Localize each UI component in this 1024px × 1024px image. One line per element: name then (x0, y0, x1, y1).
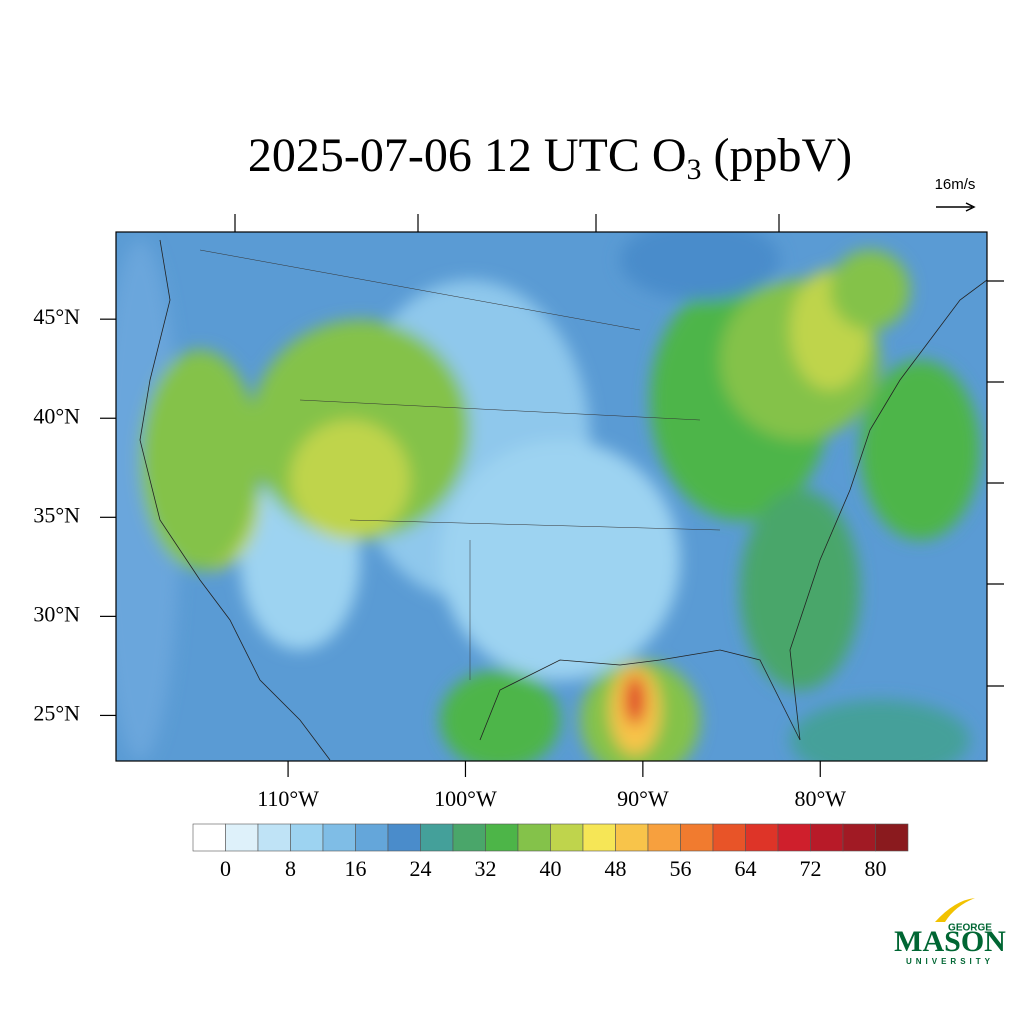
colorbar-box (680, 823, 714, 852)
colorbar-box (420, 823, 454, 852)
y-tick-label: 30°N (33, 601, 80, 626)
colorbar-box (615, 823, 649, 852)
colorbar-label: 40 (540, 856, 562, 881)
colorbar-label: 72 (800, 856, 822, 881)
x-tick-label: 110°W (257, 786, 319, 811)
colorbar-label: 80 (865, 856, 887, 881)
projection-ticks (234, 214, 1004, 687)
chart-title: 2025-07-06 12 UTC O3 (ppbV) (248, 129, 852, 186)
colorbar-label: 48 (605, 856, 627, 881)
y-tick-label: 45°N (33, 304, 80, 329)
colorbar-label: 0 (220, 856, 231, 881)
colorbar-box (517, 823, 551, 852)
colorbar-box (582, 823, 616, 852)
colorbar-box (875, 823, 909, 852)
y-tick-label: 40°N (33, 403, 80, 428)
colorbar-box (777, 823, 811, 852)
colorbar-box (355, 823, 389, 852)
vector-reference-label: 16m/s (935, 176, 976, 193)
colorbar-box (452, 823, 486, 852)
colorbar-box (647, 823, 681, 852)
colorbar-label: 24 (410, 856, 432, 881)
colorbar-box (810, 823, 844, 852)
logo: GEORGE MASON UNIVERSITY (894, 898, 1006, 966)
title-subscript: 3 (687, 153, 702, 186)
vector-reference-arrow (936, 202, 976, 212)
title-main: 2025-07-06 12 UTC O (248, 129, 687, 182)
colorbar-label: 32 (475, 856, 497, 881)
x-tick-label: 90°W (617, 786, 669, 811)
colorbar-label: 64 (735, 856, 757, 881)
logo-top: GEORGE (948, 923, 992, 934)
colorbar-box (842, 823, 876, 852)
colorbar-box (745, 823, 779, 852)
x-tick-label: 100°W (434, 786, 497, 811)
map-frame (115, 231, 988, 762)
title-unit: (ppbV) (714, 129, 853, 182)
colorbar-label: 56 (670, 856, 692, 881)
colorbar-box (192, 823, 226, 852)
colorbar-box (550, 823, 584, 852)
logo-middle: MASON (894, 925, 1006, 958)
colorbar-box (712, 823, 746, 852)
colorbar-box (485, 823, 519, 852)
y-tick-label: 35°N (33, 502, 80, 527)
y-tick-label: 25°N (33, 700, 80, 725)
colorbar-box (225, 823, 259, 852)
map-field (116, 232, 987, 761)
logo-bottom: UNIVERSITY (906, 957, 994, 966)
colorbar-label: 8 (285, 856, 296, 881)
colorbar-label: 16 (345, 856, 367, 881)
colorbar-box (290, 823, 324, 852)
colorbar-box (322, 823, 356, 852)
x-tick-label: 80°W (794, 786, 846, 811)
colorbar-box (387, 823, 421, 852)
colorbar-box (257, 823, 291, 852)
